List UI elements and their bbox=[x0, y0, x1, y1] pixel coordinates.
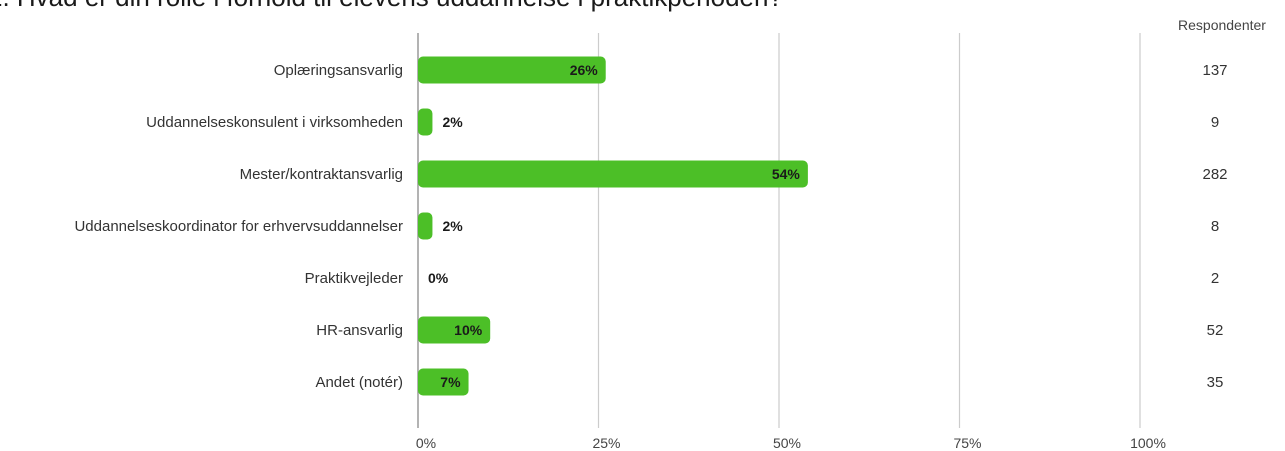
x-tick-label: 75% bbox=[953, 435, 981, 451]
gridlines bbox=[417, 33, 1141, 428]
respondent-count: 282 bbox=[1202, 166, 1227, 183]
x-tick-label: 50% bbox=[773, 435, 801, 451]
data-label: 7% bbox=[440, 374, 461, 390]
category-label: Praktikvejleder bbox=[305, 270, 403, 287]
bar bbox=[418, 316, 491, 344]
respondent-count: 137 bbox=[1202, 62, 1227, 79]
data-label: 2% bbox=[442, 218, 463, 234]
chart-title: 1. Hvad er din rolle i forhold til eleve… bbox=[0, 0, 783, 12]
respondent-count: 8 bbox=[1211, 218, 1219, 235]
x-tick-label: 25% bbox=[592, 435, 620, 451]
respondent-count: 35 bbox=[1207, 374, 1224, 391]
respondent-count: 2 bbox=[1211, 270, 1219, 287]
bar bbox=[418, 56, 606, 84]
data-label: 10% bbox=[454, 322, 483, 338]
x-tick-label: 0% bbox=[416, 435, 436, 451]
bar bbox=[418, 368, 469, 396]
data-label: 2% bbox=[442, 114, 463, 130]
category-label: HR-ansvarlig bbox=[316, 322, 403, 339]
category-label: Oplæringsansvarlig bbox=[274, 62, 403, 79]
respondent-count: 9 bbox=[1211, 114, 1219, 131]
category-label: Andet (notér) bbox=[315, 374, 403, 391]
bar bbox=[418, 212, 433, 240]
category-label: Mester/kontraktansvarlig bbox=[240, 166, 403, 183]
bar bbox=[418, 160, 808, 188]
bars bbox=[418, 56, 808, 396]
data-label: 0% bbox=[428, 270, 449, 286]
category-label: Uddannelseskoordinator for erhvervsuddan… bbox=[74, 218, 403, 235]
data-label: 26% bbox=[570, 62, 599, 78]
category-label: Uddannelseskonsulent i virksomheden bbox=[146, 114, 403, 131]
respondent-count: 52 bbox=[1207, 322, 1224, 339]
data-label: 54% bbox=[772, 166, 801, 182]
bar bbox=[418, 108, 433, 136]
x-tick-label: 100% bbox=[1130, 435, 1166, 451]
labels: 0% 25% 50% 75% 100% Oplæringsansvarlig 26% 137 U… bbox=[74, 62, 1227, 451]
respondents-column-header: Respondenter bbox=[1178, 17, 1266, 33]
